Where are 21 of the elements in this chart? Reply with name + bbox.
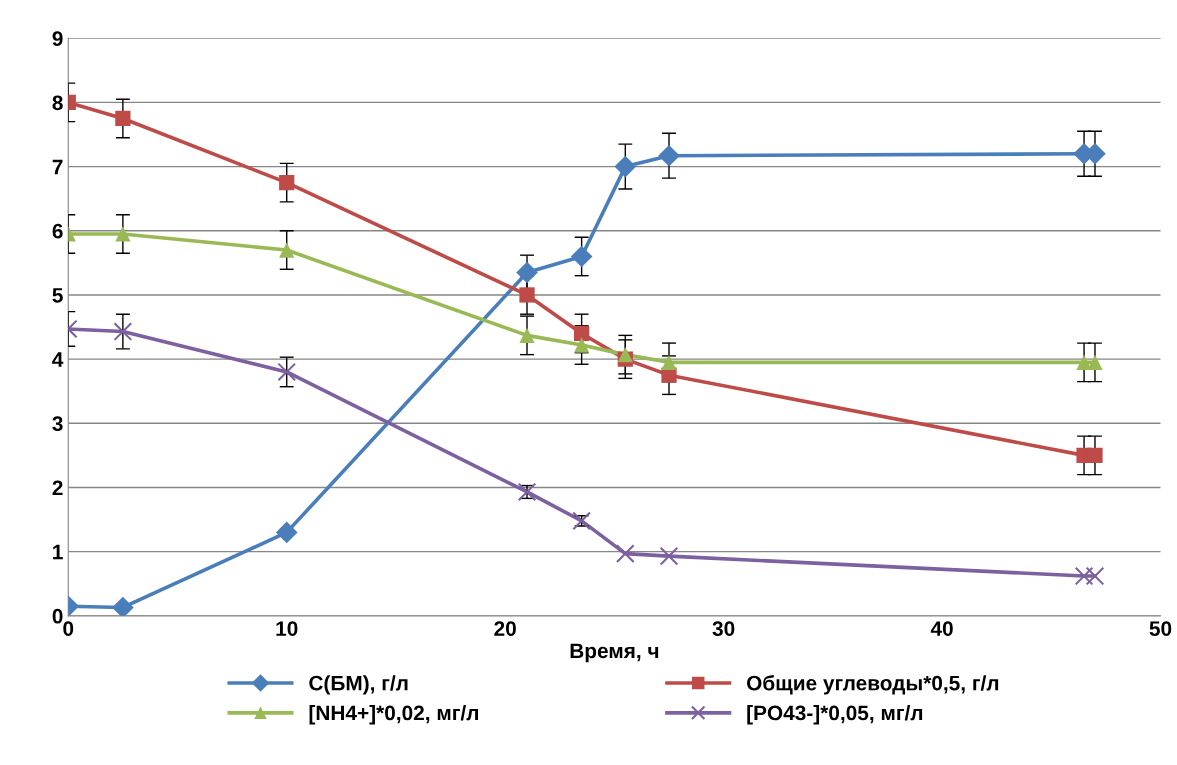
- legend-label: [PO43-]*0,05, мг/л: [747, 705, 923, 725]
- y-tick-label: 3: [52, 416, 63, 432]
- y-tick-label: 8: [52, 95, 63, 111]
- x-tick-label: 50: [1149, 621, 1172, 636]
- x-tick-label: 40: [930, 621, 953, 636]
- x-tick-label: 10: [276, 621, 298, 636]
- legend-label: [NH4+]*0,02, мг/л: [309, 705, 479, 725]
- y-tick-label: 4: [52, 352, 64, 367]
- y-tick-label: 1: [53, 544, 63, 560]
- y-tick-label: 2: [52, 480, 63, 496]
- y-tick-label: 6: [52, 223, 63, 239]
- x-tick-label: 20: [494, 621, 516, 636]
- x-tick-label: 0: [63, 621, 74, 636]
- y-tick-label: 9: [52, 31, 63, 46]
- x-axis-title: Время, ч: [570, 643, 659, 663]
- legend-label: С(БМ), г/л: [309, 675, 408, 695]
- y-tick-label: 7: [52, 159, 63, 175]
- x-tick-label: 30: [712, 621, 735, 637]
- y-tick-label: 0: [52, 608, 63, 624]
- y-tick-label: 5: [52, 288, 63, 303]
- legend-label: Общие углеводы*0,5, г/л: [746, 675, 999, 695]
